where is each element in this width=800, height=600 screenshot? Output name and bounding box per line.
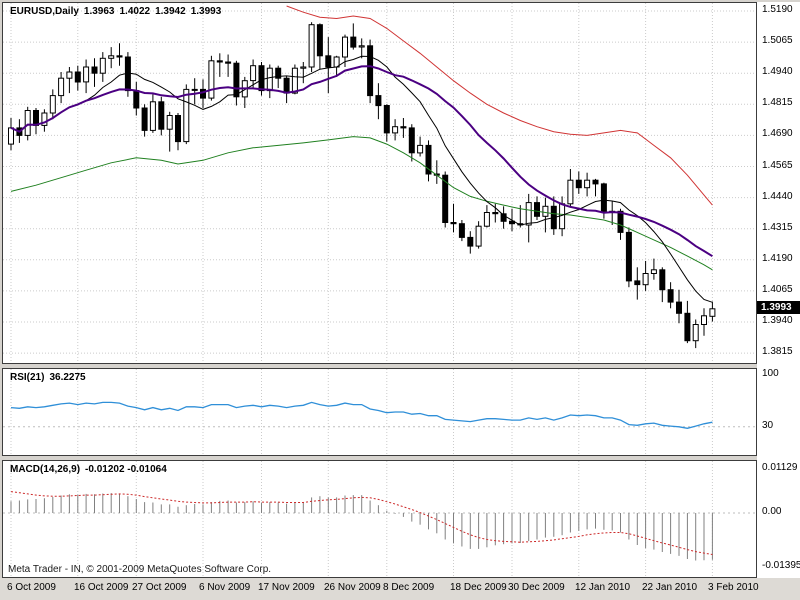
time-axis-label: 3 Feb 2010 — [708, 582, 759, 593]
price-axis-label: 1.4065 — [762, 284, 793, 295]
time-axis-label: 26 Nov 2009 — [324, 582, 381, 593]
price-axis-label: 1.4440 — [762, 191, 793, 202]
time-axis-label: 18 Dec 2009 — [450, 582, 507, 593]
price-axis-label: 1.4940 — [762, 66, 793, 77]
panel-splitter-macd[interactable] — [2, 456, 757, 460]
time-axis[interactable]: 6 Oct 2009 16 Oct 2009 27 Oct 2009 6 Nov 20… — [0, 578, 800, 600]
copyright-text: Meta Trader - IN, © 2001-2009 MetaQuotes… — [8, 564, 272, 575]
rsi-title: RSI(21) 36.2275 — [10, 372, 86, 383]
rsi-label: RSI(21) — [10, 372, 45, 383]
chart-title-symbol: EURUSD,Daily — [10, 6, 79, 17]
chart-title-low: 1.3942 — [155, 6, 186, 17]
price-axis-label: 1.4690 — [762, 128, 793, 139]
price-axis-label: 1.3940 — [762, 315, 793, 326]
macd-label: MACD(14,26,9) — [10, 464, 81, 475]
macd-axis-label: 0.01129 — [762, 462, 798, 473]
macd-axis-label: -0.01395 — [762, 560, 800, 571]
price-axis-label: 1.4190 — [762, 253, 793, 264]
time-axis-label: 16 Oct 2009 — [74, 582, 129, 593]
price-axis-label: 1.3815 — [762, 346, 793, 357]
rsi-value: 36.2275 — [49, 372, 86, 383]
time-axis-label: 27 Oct 2009 — [132, 582, 187, 593]
rsi-panel[interactable]: RSI(21) 36.2275 — [2, 368, 757, 456]
time-axis-label: 12 Jan 2010 — [575, 582, 631, 593]
main-chart-panel[interactable]: EURUSD,Daily 1.3963 1.4022 1.3942 1.3993 — [2, 2, 757, 364]
time-axis-label: 8 Dec 2009 — [383, 582, 435, 593]
time-axis-label: 22 Jan 2010 — [642, 582, 698, 593]
price-axis-label: 1.4315 — [762, 222, 793, 233]
time-axis-label: 6 Oct 2009 — [7, 582, 56, 593]
macd-values: -0.01202 -0.01064 — [85, 464, 167, 475]
chart-title-open: 1.3963 — [83, 6, 115, 17]
time-axis-label: 30 Dec 2009 — [508, 582, 565, 593]
price-axis-label: 1.5190 — [762, 4, 793, 15]
time-axis-label: 17 Nov 2009 — [258, 582, 315, 593]
macd-axis-label: 0.00 — [762, 506, 782, 517]
chart-title: EURUSD,Daily 1.3963 1.4022 1.3942 1.3993 — [10, 6, 221, 17]
macd-title: MACD(14,26,9) -0.01202 -0.01064 — [10, 464, 167, 475]
macd-panel[interactable]: MACD(14,26,9) -0.01202 -0.01064 Meta Trad… — [2, 460, 757, 578]
main-chart-canvas[interactable] — [3, 3, 756, 363]
price-axis-label: 1.4815 — [762, 97, 793, 108]
macd-canvas[interactable] — [3, 461, 756, 577]
chart-title-high: 1.4022 — [119, 6, 151, 17]
rsi-axis-label: 100 — [762, 368, 779, 379]
price-axis-label: 1.4565 — [762, 160, 793, 171]
rsi-axis-label: 30 — [762, 420, 774, 431]
rsi-canvas[interactable] — [3, 369, 756, 455]
price-axis[interactable]: 1.3993 1.5190 1.5065 1.4940 1.4815 1.4690 1.4… — [757, 2, 800, 578]
panel-splitter-rsi[interactable] — [2, 364, 757, 368]
current-price-badge: 1.3993 — [757, 301, 800, 314]
price-axis-label: 1.5065 — [762, 35, 793, 46]
time-axis-label: 6 Nov 2009 — [199, 582, 251, 593]
chart-title-close: 1.3993 — [190, 6, 222, 17]
